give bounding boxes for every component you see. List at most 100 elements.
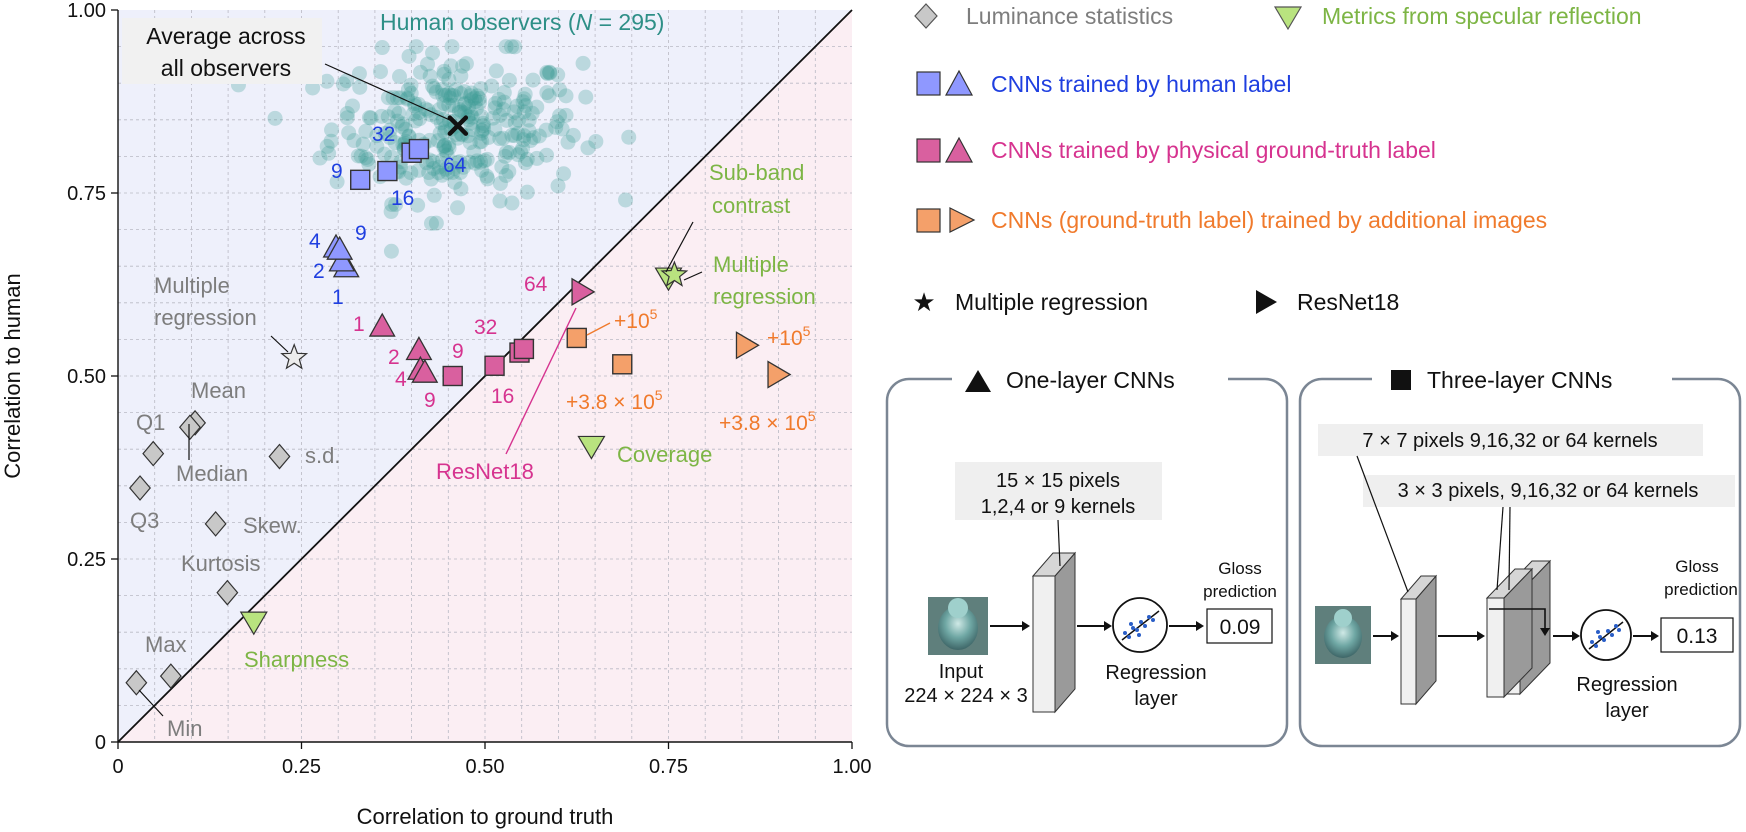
layer1-label-box	[1318, 424, 1703, 456]
human-observer-dot	[462, 88, 478, 104]
human-one-layer-k9-marker	[326, 235, 354, 260]
orange-sq-plus38-label: +3.8 × 105	[566, 387, 663, 414]
human-observer-dot	[485, 110, 501, 126]
human-observer-dot	[441, 72, 457, 88]
mag-3l-k64-label: 64	[524, 273, 548, 296]
resnet18-leader-line	[505, 307, 577, 455]
orange-res-plus105-label: +105	[767, 323, 811, 350]
human-observer-dot	[504, 127, 520, 143]
gloss-label-line2: prediction	[1203, 582, 1277, 601]
statuette-head-icon	[1334, 609, 1352, 627]
blue-1l-k4-label: 4	[309, 230, 321, 253]
human-observer-dot	[516, 104, 532, 120]
kernel-label-box	[955, 462, 1162, 520]
human-observer-dot	[400, 82, 416, 98]
gloss-output-box	[1660, 617, 1734, 653]
human-observer-dot	[539, 66, 555, 82]
mag-3l-k9-label: 9	[452, 340, 464, 363]
human-observer-dot	[383, 243, 399, 259]
additional-three-layer-marker-0	[566, 327, 587, 349]
regression-label-line2: layer	[1605, 700, 1649, 722]
human-observer-dot	[467, 155, 483, 171]
arrow-head-icon	[1477, 631, 1485, 641]
human-observer-dot	[339, 110, 355, 126]
human-observer-dot	[499, 112, 515, 128]
human-observer-dot	[466, 144, 482, 160]
human-observer-dot	[487, 100, 503, 116]
human-observer-dot	[471, 91, 487, 107]
human-observer-dot	[515, 140, 531, 156]
human-observer-dot	[552, 108, 568, 124]
human-observer-dot	[346, 133, 362, 149]
human-observer-dot	[407, 113, 423, 129]
human-observer-dot	[507, 128, 523, 144]
human-observer-dot	[372, 64, 388, 80]
human-observer-dot	[384, 196, 400, 212]
human-observer-dot	[445, 164, 461, 180]
human-observer-dot	[360, 152, 376, 168]
legend-luminance: Luminance statistics	[914, 3, 1173, 29]
human-observer-dot	[361, 156, 377, 172]
mag-1l-k9-label: 9	[424, 389, 436, 412]
gloss-output-value: 0.09	[1220, 616, 1261, 639]
orange-sq-plus105-label: +105	[614, 306, 658, 333]
human-observer-dot	[450, 130, 466, 146]
additional-resnet18-marker-1	[767, 360, 792, 389]
layer2-leader-line-b	[1508, 506, 1511, 591]
human-three-layer-k16-marker	[377, 160, 398, 182]
conv-block-front	[1032, 575, 1056, 713]
kernel-label-line1: 15 × 15 pixels	[996, 470, 1120, 492]
human-observers-label: Human observers (N = 295)	[380, 9, 664, 35]
human-observer-dot	[391, 68, 407, 84]
human-observer-dot	[382, 122, 398, 138]
input-label-line2: 224 × 224 × 3	[904, 685, 1027, 707]
legend-human-label: CNNs trained by human label	[916, 69, 1291, 97]
legend-magenta-square-icon	[916, 138, 941, 163]
human-observer-dot	[390, 113, 406, 129]
human-observer-dot	[504, 39, 520, 55]
x-axis-label: Correlation to ground truth	[357, 804, 614, 829]
human-observer-dot	[437, 138, 453, 154]
average-label-line1: Average across	[146, 23, 305, 49]
human-observer-dot	[410, 197, 426, 213]
lum-regression-label-line1: Multiple	[154, 273, 230, 298]
human-observer-dot	[426, 187, 442, 203]
legend-down-triangle-icon	[1273, 6, 1303, 31]
human-observer-dot	[428, 215, 444, 231]
human-observer-dot	[458, 56, 474, 72]
human-observer-dot	[352, 79, 368, 95]
human-observer-dot	[267, 110, 283, 126]
legend-diamond-icon	[914, 3, 938, 29]
human-observer-dot	[444, 39, 460, 55]
human-observer-dot	[495, 130, 511, 146]
human-observer-dot	[384, 149, 400, 165]
human-observer-dot	[398, 170, 414, 186]
three-layer-cnn-panel: Three-layer CNNs 7 × 7 pixels 9,16,32 or…	[1298, 362, 1742, 748]
luminance-multiple-regression-star	[280, 343, 309, 370]
human-observer-dot	[468, 101, 484, 117]
arrow-head-icon	[1104, 621, 1112, 631]
human-observer-dot	[321, 145, 337, 161]
regression-label-line2: layer	[1134, 688, 1178, 710]
human-observer-dot	[497, 148, 513, 164]
human-observer-dot	[388, 196, 404, 212]
human-observer-dot	[422, 68, 438, 84]
human-observer-dot	[475, 118, 491, 134]
human-observer-dot	[565, 127, 581, 143]
human-observer-dot	[472, 94, 488, 110]
regression-dots-icon	[1123, 615, 1155, 639]
subband-leader-line	[665, 221, 694, 273]
human-observer-dot	[556, 166, 572, 182]
subband-label-line2: contrast	[712, 193, 790, 218]
human-observer-dot	[429, 109, 445, 125]
skew-label: Skew.	[243, 513, 302, 538]
human-observer-dot	[474, 123, 490, 139]
legend-luminance-label: Luminance statistics	[966, 3, 1173, 29]
human-observer-dot	[507, 115, 523, 131]
human-observer-dot	[456, 84, 472, 100]
human-observer-dot	[521, 123, 537, 139]
gt-resnet18-marker	[571, 277, 596, 306]
blue-1l-k2-label: 2	[313, 260, 325, 283]
legend-additional-images-text: CNNs (ground-truth label) trained by add…	[991, 207, 1547, 233]
luminance-min-marker	[125, 669, 148, 696]
